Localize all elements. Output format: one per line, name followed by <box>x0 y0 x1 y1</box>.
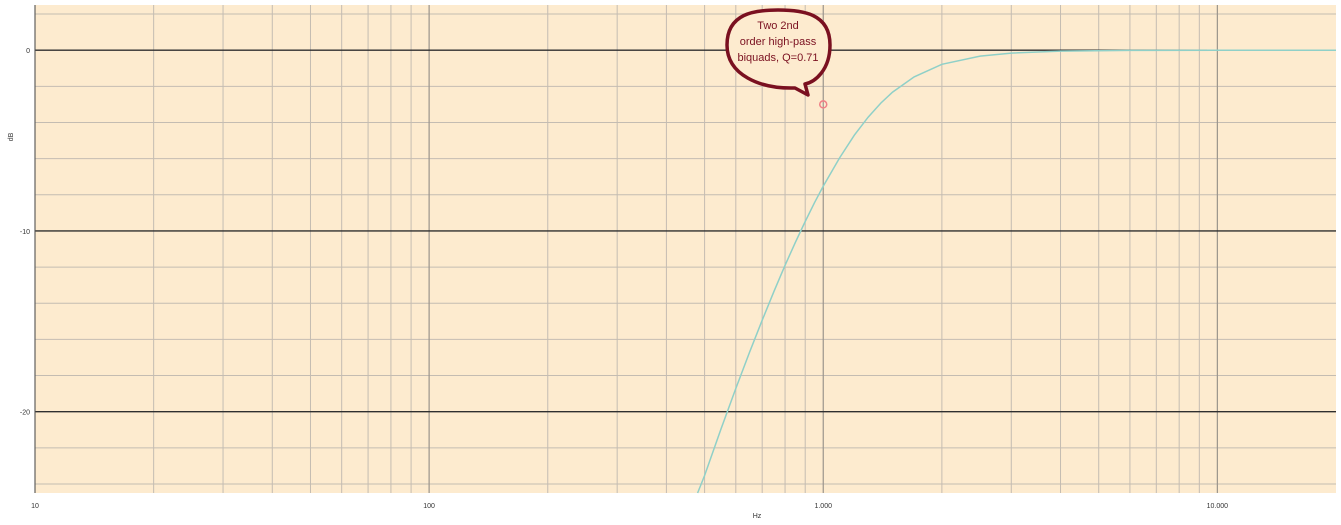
curve-layer <box>696 49 1336 494</box>
x-axis-label: Hz <box>753 513 762 520</box>
marker-layer <box>818 100 828 109</box>
callout-line-3: biquads, Q=0.71 <box>737 52 818 64</box>
y-tick-label: 0 <box>26 48 30 55</box>
response-curve <box>696 49 1336 494</box>
y-tick-label: -10 <box>20 229 30 236</box>
y-tick-label: -20 <box>20 410 30 417</box>
annotation-callout: Two 2nd order high-pass biquads, Q=0.71 <box>725 8 832 97</box>
callout-bubble <box>725 8 832 97</box>
x-tick-label: 1.000 <box>814 503 832 510</box>
x-tick-label: 10.000 <box>1207 503 1229 510</box>
y-axis-label: dB <box>8 132 15 141</box>
x-tick-label: 10 <box>31 503 39 510</box>
x-tick-label: 100 <box>423 503 435 510</box>
callout-line-2: order high-pass <box>740 36 817 48</box>
plot-background <box>35 5 1336 493</box>
annotation-marker <box>818 100 828 109</box>
tick-labels: 10 100 1.000 10.000 0 -10 -20 <box>20 48 1228 510</box>
callout-line-1: Two 2nd <box>757 20 799 32</box>
